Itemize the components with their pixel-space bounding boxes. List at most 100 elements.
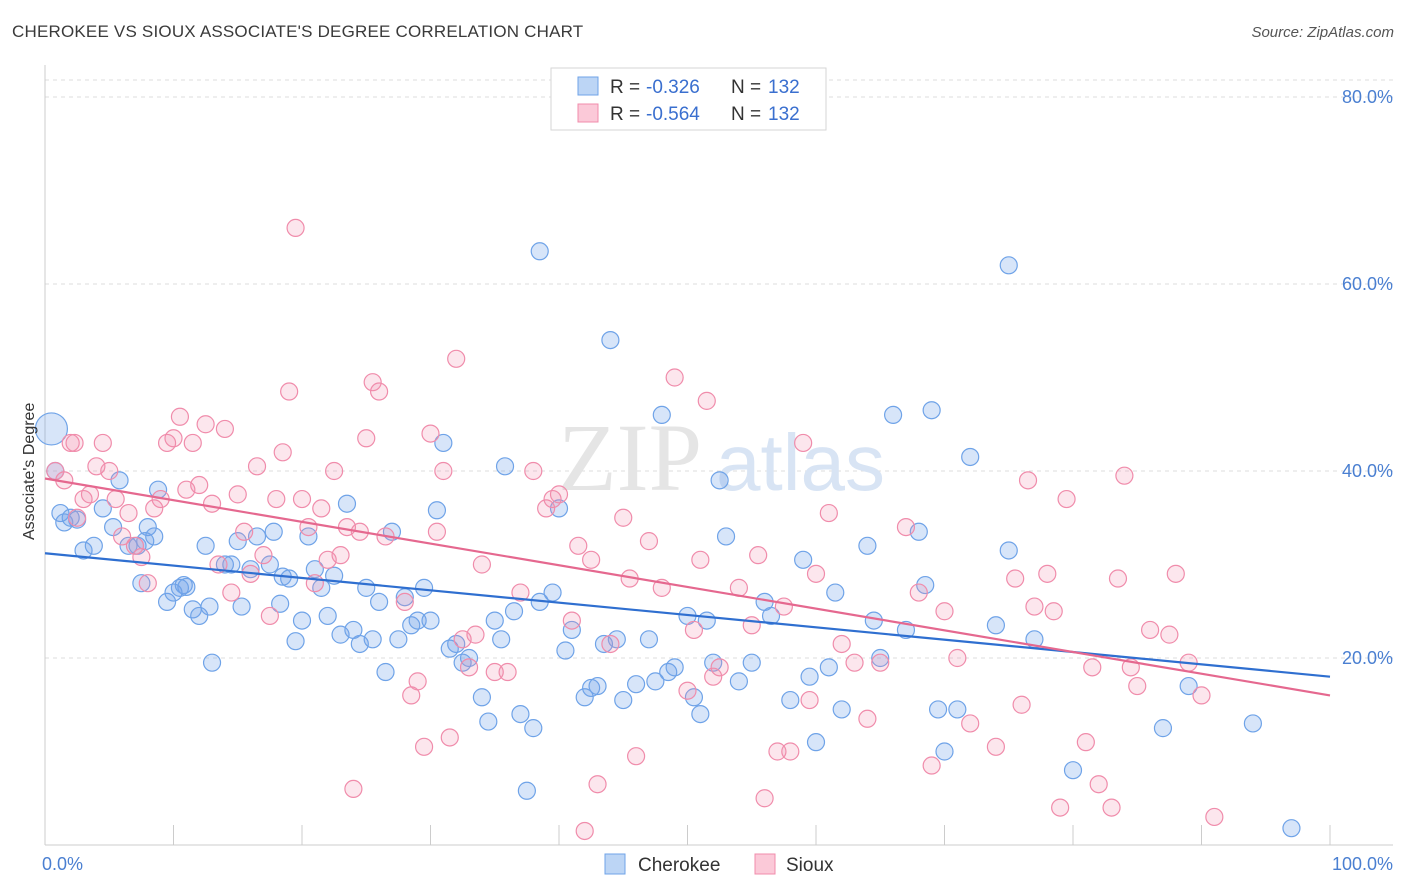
bottom-legend-label-sioux: Sioux xyxy=(786,855,834,876)
legend-box: R = -0.326 N = 132 R = -0.564 N = 132 xyxy=(550,67,827,131)
point-sioux xyxy=(755,789,774,808)
point-cherokee xyxy=(935,742,954,761)
point-cherokee xyxy=(357,578,376,597)
legend-r-value-cherokee: -0.326 xyxy=(646,77,700,98)
series-cherokee xyxy=(34,242,1301,838)
point-sioux xyxy=(331,546,350,565)
legend-n-value-cherokee: 132 xyxy=(768,77,800,98)
bottom-legend-label-cherokee: Cherokee xyxy=(638,855,720,876)
point-cherokee xyxy=(530,242,549,261)
point-sioux xyxy=(170,407,190,426)
point-cherokee xyxy=(716,527,736,546)
point-sioux xyxy=(697,391,716,410)
point-sioux xyxy=(61,433,80,453)
point-cherokee xyxy=(800,667,819,686)
point-cherokee xyxy=(626,675,646,694)
point-cherokee xyxy=(145,527,164,546)
point-sioux xyxy=(549,485,569,504)
point-cherokee xyxy=(190,606,209,626)
point-cherokee xyxy=(264,522,283,541)
point-sioux xyxy=(678,681,697,700)
point-sioux xyxy=(1083,658,1102,677)
point-cherokee xyxy=(280,569,299,588)
point-sioux xyxy=(357,429,376,448)
point-cherokee xyxy=(524,719,543,738)
point-cherokee xyxy=(196,536,215,555)
point-cherokee xyxy=(562,620,581,640)
point-cherokee xyxy=(922,401,941,420)
point-sioux xyxy=(575,821,594,841)
point-cherokee xyxy=(299,527,318,546)
point-sioux xyxy=(286,218,305,237)
point-cherokee xyxy=(684,688,704,707)
trend-line-sioux xyxy=(44,477,1331,697)
legend-n-label-sioux: N = xyxy=(731,104,761,125)
point-sioux xyxy=(588,775,607,794)
point-cherokee xyxy=(492,630,511,649)
y-axis-label: Associate's Degree xyxy=(21,403,38,540)
point-cherokee xyxy=(646,672,665,691)
point-sioux xyxy=(774,597,793,616)
point-sioux xyxy=(922,756,941,775)
point-cherokee xyxy=(318,606,337,626)
point-cherokee xyxy=(1282,819,1301,838)
legend-r-label-cherokee: R = xyxy=(610,77,640,98)
point-cherokee xyxy=(485,611,504,630)
point-cherokee xyxy=(61,508,80,527)
point-cherokee xyxy=(370,592,389,612)
point-sioux xyxy=(582,550,601,569)
point-sioux xyxy=(794,433,813,453)
point-cherokee xyxy=(472,688,491,707)
legend-r-label-sioux: R = xyxy=(610,104,640,125)
point-sioux xyxy=(280,382,299,401)
point-sioux xyxy=(459,658,479,677)
point-sioux xyxy=(858,709,877,728)
point-cherokee xyxy=(961,447,980,467)
legend-r-value-sioux: -0.564 xyxy=(646,104,700,125)
point-sioux xyxy=(235,522,254,541)
point-cherokee xyxy=(292,611,312,630)
point-sioux xyxy=(65,433,84,453)
point-cherokee xyxy=(363,630,382,649)
point-sioux xyxy=(222,583,241,602)
point-sioux xyxy=(80,485,100,504)
y-tick-label: 20.0% xyxy=(1342,648,1393,668)
point-sioux xyxy=(1192,686,1211,705)
point-cherokee xyxy=(174,575,193,595)
point-cherokee xyxy=(556,641,575,660)
point-sioux xyxy=(93,433,112,453)
point-cherokee xyxy=(157,592,177,612)
point-cherokee xyxy=(575,688,594,707)
point-sioux xyxy=(1115,466,1134,485)
point-sioux xyxy=(1128,676,1147,696)
point-sioux xyxy=(190,475,209,495)
point-sioux xyxy=(1089,775,1108,794)
data-points xyxy=(34,218,1301,841)
point-sioux xyxy=(691,550,710,569)
point-sioux xyxy=(1025,597,1044,616)
point-sioux xyxy=(1140,620,1160,640)
point-sioux xyxy=(138,574,157,593)
point-cherokee xyxy=(376,662,395,682)
point-cherokee xyxy=(260,555,279,574)
point-cherokee xyxy=(588,676,607,696)
bottom-legend-swatch-sioux xyxy=(754,853,776,875)
point-cherokee xyxy=(504,602,524,621)
point-sioux xyxy=(562,611,581,630)
point-cherokee xyxy=(864,611,883,630)
point-cherokee xyxy=(232,597,251,616)
point-cherokee xyxy=(710,471,729,490)
point-sioux xyxy=(935,602,954,621)
point-sioux xyxy=(1076,733,1095,752)
point-cherokee xyxy=(51,503,70,523)
point-sioux xyxy=(684,620,704,640)
watermark-atlas: atlas xyxy=(716,418,885,507)
point-sioux xyxy=(665,368,684,387)
point-sioux xyxy=(909,583,928,602)
point-sioux xyxy=(408,672,427,691)
point-cherokee xyxy=(110,471,129,490)
point-sioux xyxy=(112,527,132,546)
point-sioux xyxy=(440,728,459,747)
point-sioux xyxy=(524,461,543,481)
